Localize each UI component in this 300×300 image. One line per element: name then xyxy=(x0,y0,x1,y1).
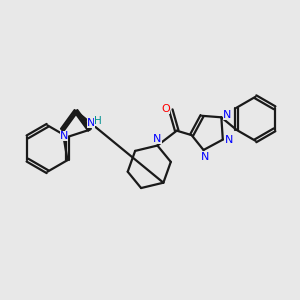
Text: N: N xyxy=(225,135,233,145)
Text: N: N xyxy=(60,131,68,141)
Text: N: N xyxy=(153,134,162,144)
Text: N: N xyxy=(87,118,95,128)
Text: O: O xyxy=(161,104,170,114)
Text: N: N xyxy=(201,152,209,161)
Text: N: N xyxy=(223,110,232,120)
Text: H: H xyxy=(94,116,101,126)
